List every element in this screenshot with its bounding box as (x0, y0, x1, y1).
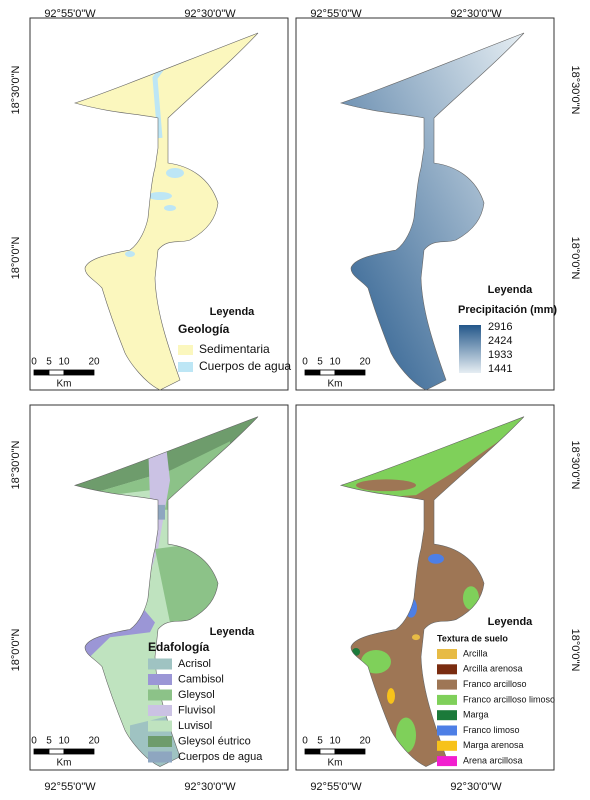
scale-unit: Km (328, 758, 343, 769)
latitude-label: 18°0'0"N (569, 237, 581, 280)
scale-segment (48, 369, 65, 376)
longitude-label: 92°30'0"W (184, 781, 236, 793)
scale-tick-label: 20 (88, 357, 100, 368)
latitude-label: 18°30'0"N (569, 66, 581, 115)
legend-swatch (437, 725, 457, 736)
legend-gradient-label: 1441 (488, 363, 512, 375)
scale-unit: Km (57, 379, 72, 390)
latitude-label: 18°30'0"N (10, 65, 22, 114)
legend-swatch (148, 658, 172, 670)
legend-label: Gleysol (178, 689, 215, 701)
legend-label: Franco arcilloso limoso (463, 694, 555, 704)
legend-label: Gleysol éutrico (178, 735, 251, 747)
scale-segment (304, 748, 321, 755)
scale-tick-label: 0 (302, 357, 308, 368)
longitude-label: 92°55'0"W (44, 8, 96, 20)
scale-tick-label: 0 (31, 357, 37, 368)
legend-subtitle: Geología (178, 322, 230, 336)
legend-label: Cambisol (178, 673, 224, 685)
scale-tick-label: 20 (359, 357, 371, 368)
scale-tick-label: 10 (58, 736, 70, 747)
legend-title: Leyenda (488, 284, 534, 296)
legend-label: Marga (463, 710, 489, 720)
scale-segment (334, 748, 366, 755)
legend-swatch (437, 649, 457, 659)
longitude-label: 92°55'0"W (310, 8, 362, 20)
legend-subtitle: Edafología (148, 640, 210, 654)
scale-segment (33, 748, 50, 755)
legend-swatch (437, 710, 457, 721)
longitude-label: 92°30'0"W (450, 781, 502, 793)
legend-swatch (178, 362, 193, 372)
legend-swatch (148, 689, 172, 701)
legend-swatch (148, 736, 172, 747)
latitude-label: 18°30'0"N (569, 441, 581, 490)
legend-swatch (437, 664, 457, 675)
legend-label: Luvisol (178, 720, 212, 732)
latitude-label: 18°30'0"N (10, 440, 22, 489)
legend-gradient-label: 1933 (488, 349, 512, 361)
legend-label: Marga arenosa (463, 740, 524, 750)
scale-tick-label: 5 (46, 736, 52, 747)
scale-tick-label: 5 (46, 357, 52, 368)
longitude-label: 92°30'0"W (450, 8, 502, 20)
scale-tick-label: 5 (317, 736, 323, 747)
scale-unit: Km (57, 758, 72, 769)
legend-label: Sedimentaria (199, 342, 270, 356)
legend-title: Leyenda (210, 306, 256, 318)
legend-swatch (437, 756, 457, 767)
legend-swatch (148, 751, 172, 763)
legend-gradient (459, 325, 481, 373)
scale-segment (48, 748, 65, 755)
longitude-label: 92°30'0"W (184, 8, 236, 20)
scale-segment (304, 369, 321, 376)
scale-tick-label: 10 (329, 357, 341, 368)
legend-swatch (148, 705, 172, 716)
legend-label: Arena arcillosa (463, 755, 523, 765)
legend-label: Franco limoso (463, 725, 520, 735)
legend-title: Leyenda (488, 616, 534, 628)
legend-gradient-label: 2424 (488, 335, 512, 347)
legend-swatch (148, 720, 172, 732)
legend-swatch (437, 740, 457, 751)
legend-label: Arcilla arenosa (463, 664, 523, 674)
latitude-label: 18°0'0"N (569, 629, 581, 672)
scale-tick-label: 10 (58, 357, 70, 368)
legend-label: Cuerpos de agua (178, 751, 263, 763)
scale-segment (63, 748, 95, 755)
scale-tick-label: 20 (88, 736, 100, 747)
scale-tick-label: 5 (317, 357, 323, 368)
legend-label: Cuerpos de agua (199, 359, 291, 373)
scale-tick-label: 0 (302, 736, 308, 747)
scale-segment (319, 369, 336, 376)
legend-title: Leyenda (210, 626, 256, 638)
legend-swatch (148, 674, 172, 685)
scale-tick-label: 0 (31, 736, 37, 747)
scale-tick-label: 20 (359, 736, 371, 747)
legend-subtitle: Precipitación (mm) (458, 304, 557, 316)
legend-label: Fluvisol (178, 704, 215, 716)
latitude-label: 18°0'0"N (10, 237, 22, 280)
legend-label: Arcilla (463, 648, 488, 658)
legend-swatch (437, 694, 457, 705)
legend-swatch (178, 345, 193, 355)
scale-segment (334, 369, 366, 376)
longitude-label: 92°55'0"W (44, 781, 96, 793)
legend-gradient-label: 2916 (488, 321, 512, 333)
legend-subtitle: Textura de suelo (437, 633, 508, 643)
scale-tick-label: 10 (329, 736, 341, 747)
longitude-label: 92°55'0"W (310, 781, 362, 793)
latitude-label: 18°0'0"N (10, 629, 22, 672)
legend-label: Franco arcilloso (463, 679, 527, 689)
legend-swatch (437, 679, 457, 690)
scale-unit: Km (328, 379, 343, 390)
scale-segment (319, 748, 336, 755)
legend-label: Acrisol (178, 658, 211, 670)
scale-segment (33, 369, 50, 376)
scale-segment (63, 369, 95, 376)
